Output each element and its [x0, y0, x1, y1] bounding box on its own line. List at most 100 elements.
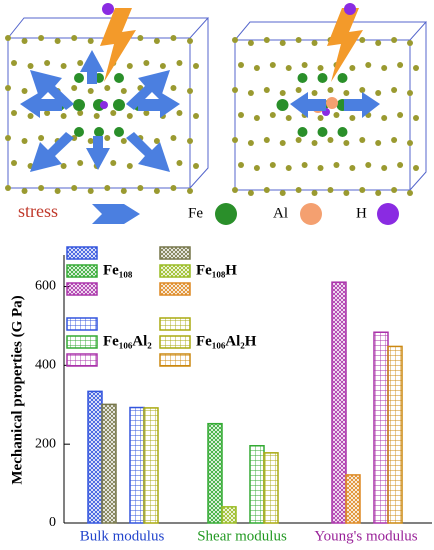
fe-atom [269, 162, 276, 168]
fe-atom [375, 90, 382, 96]
fe-atom [126, 113, 133, 119]
fe-atom [333, 112, 340, 118]
arrow [80, 50, 104, 84]
fe-atom [311, 140, 318, 146]
fe-atom [73, 99, 85, 111]
legend-swatch [66, 335, 98, 349]
fe-atom [381, 115, 388, 121]
fe-atom [253, 165, 260, 171]
bar [207, 422, 223, 524]
fe-atom [74, 127, 84, 137]
fe-atom [279, 90, 286, 96]
fe-atom [285, 165, 292, 171]
x-tick-label: Young's modulus [314, 528, 417, 544]
fe-atom [143, 60, 150, 66]
fe-atom [317, 127, 328, 137]
fe-atom [359, 137, 366, 143]
fe-atom [38, 35, 45, 41]
fe-atom [253, 115, 260, 121]
legend-label: Fe₁₀₆Al₂H [196, 333, 257, 349]
fe-atom [375, 140, 382, 146]
al-legend-atom [300, 203, 322, 225]
fe-atom [301, 162, 308, 168]
h-legend-atom [377, 203, 399, 225]
fe-atom [187, 138, 193, 144]
fe-atom [126, 63, 133, 69]
fe-atom [359, 37, 366, 43]
fe-atom [407, 190, 413, 196]
fe-atom [295, 37, 302, 43]
cell-left-side [189, 18, 209, 189]
fe-atom [187, 38, 193, 44]
arrow [20, 92, 62, 118]
fe-atom [71, 185, 78, 191]
atom-label: Fe [188, 205, 203, 221]
legend-label: Fe₁₀₈ [103, 262, 133, 278]
arrow [30, 132, 74, 172]
fe-atom [170, 135, 177, 141]
legend-swatch [66, 353, 98, 367]
fe-atom [170, 185, 177, 191]
fe-atom [232, 87, 238, 93]
fe-atom [153, 38, 160, 44]
fe-atom [365, 62, 372, 68]
fe-atom [375, 40, 382, 46]
fe-atom [391, 187, 398, 193]
x-tick-label: Shear modulus [197, 528, 287, 544]
fe-atom [113, 99, 125, 111]
arrow [86, 136, 110, 170]
bar [373, 331, 389, 524]
fe-atom [295, 187, 302, 193]
fe-atom [71, 135, 78, 141]
fe-atom [397, 112, 404, 118]
bar [87, 390, 103, 524]
fe-atom [104, 85, 111, 91]
fe-atom [11, 110, 17, 116]
lightning-bolt [327, 8, 363, 82]
legend-swatch [159, 317, 191, 331]
fe-atom [327, 87, 334, 93]
fe-atom [232, 37, 238, 43]
fe-atom [110, 110, 117, 116]
bar [221, 506, 237, 524]
fe-atom [349, 115, 356, 121]
stress-label: stress [18, 201, 58, 221]
fe-atom [391, 137, 398, 143]
legend-swatch [159, 246, 191, 260]
fe-atom [407, 140, 413, 146]
fe-atom [120, 188, 127, 194]
fe-atom [153, 138, 160, 144]
fe-atom [137, 185, 144, 191]
fe-atom [232, 187, 238, 193]
fe-atom [176, 110, 183, 116]
fe-atom [11, 160, 17, 166]
fe-atom [253, 65, 260, 71]
fe-atom [238, 62, 244, 68]
fe-atom [247, 40, 254, 46]
legend-swatch [159, 353, 191, 367]
bar [331, 281, 347, 524]
fe-atom [60, 113, 67, 119]
fe-atom [297, 127, 308, 137]
fe-atom [263, 187, 270, 193]
fe-atom [247, 140, 254, 146]
fe-atom [247, 190, 254, 196]
fe-atom [359, 187, 366, 193]
fe-atom [60, 63, 67, 69]
fe-atom [187, 88, 193, 94]
fe-atom [247, 90, 254, 96]
legend-swatch [159, 335, 191, 349]
fe-atom [397, 162, 404, 168]
fe-atom [87, 88, 94, 94]
bar [129, 406, 145, 524]
bar [387, 345, 403, 524]
fe-atom [170, 85, 177, 91]
fe-atom [71, 85, 78, 91]
bar [143, 407, 159, 524]
fe-atom [349, 165, 356, 171]
fe-atom [365, 162, 372, 168]
h-atom [102, 3, 114, 15]
fe-atom [232, 137, 238, 143]
fe-atom [120, 88, 127, 94]
